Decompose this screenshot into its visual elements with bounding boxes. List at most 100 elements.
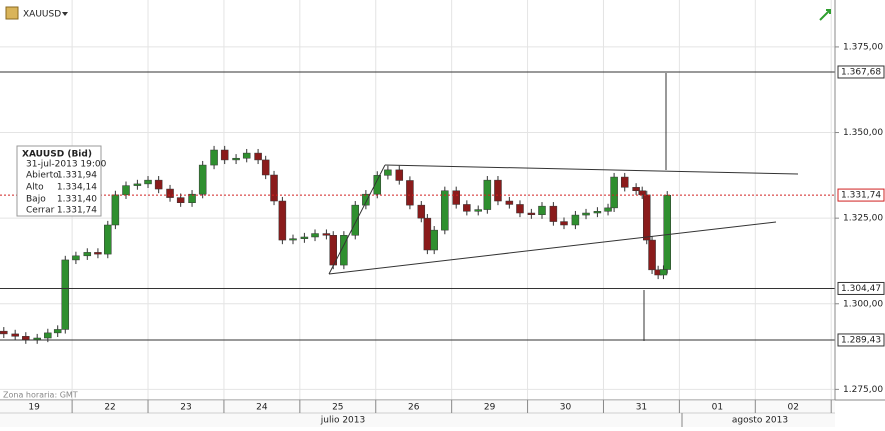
x-tick-label: 19	[28, 403, 40, 413]
info-box: XAUUSD (Bid) 31-jul-2013 19:00 Abierto 1…	[16, 145, 107, 217]
candle-body	[463, 204, 471, 212]
candle-body	[278, 200, 287, 241]
candle-body	[642, 194, 651, 241]
candle-body	[232, 157, 240, 161]
level-label: 1.367,68	[841, 67, 881, 77]
candle-body	[571, 214, 580, 226]
candle-body	[44, 332, 52, 339]
timezone: Zona horaria: GMT	[3, 391, 78, 400]
candle-body	[22, 336, 30, 340]
candle-body	[311, 233, 319, 238]
x-tick-label: 31	[636, 403, 647, 413]
marks	[0, 71, 835, 344]
candle-body	[340, 235, 348, 266]
y-tick-label: 1.325,00	[843, 214, 883, 224]
candle-body	[72, 255, 80, 261]
candle-body	[593, 211, 602, 214]
candle-body	[483, 179, 492, 210]
candle-body	[582, 212, 590, 216]
info-title: XAUUSD (Bid)	[22, 150, 92, 160]
candle-body	[61, 259, 70, 330]
x-tick-label: 26	[408, 403, 420, 413]
candle-body	[166, 188, 174, 198]
candle-body	[94, 252, 102, 255]
candle-body	[474, 209, 482, 212]
candle-body	[144, 179, 152, 185]
y-tick-label: 1.275,00	[843, 385, 883, 395]
candle-body	[122, 185, 130, 196]
info-box-frame	[16, 145, 102, 217]
candle-body	[441, 190, 449, 231]
x-tick-label: 22	[104, 403, 115, 413]
dropdown-arrow[interactable]	[62, 12, 68, 16]
candle-body	[373, 175, 382, 195]
trend-icon	[819, 9, 831, 21]
candle-body	[83, 252, 92, 257]
y-tick-label: 1.375,00	[843, 42, 883, 52]
x-tick-label: 02	[788, 403, 799, 413]
candle-body	[423, 217, 432, 251]
level-label: 1.289,43	[841, 335, 881, 345]
candle-body	[242, 152, 251, 159]
candle-body	[289, 238, 297, 241]
candle-body	[362, 193, 370, 206]
month-label: agosto 2013	[732, 416, 788, 426]
info-value: 1.331,40	[57, 195, 97, 205]
trend-line	[328, 164, 386, 275]
candle-body	[395, 169, 404, 181]
x-tick-label: 01	[712, 403, 723, 413]
candle-body	[659, 269, 668, 276]
info-value: 1.331,94	[57, 171, 97, 181]
symbol-icon[interactable]	[5, 6, 19, 20]
candle-body	[610, 176, 618, 209]
candle-body	[505, 200, 514, 205]
candle-body	[210, 149, 218, 166]
info-value: 1.331,74	[57, 206, 97, 216]
x-tick-label: 29	[484, 403, 496, 413]
candle-body	[663, 194, 671, 270]
level-label-box	[837, 333, 885, 347]
candle-body	[188, 193, 196, 203]
candle-body	[452, 190, 460, 205]
info-key: Cerrar	[26, 206, 55, 216]
y-tick-label: 1.350,00	[843, 128, 883, 138]
level-label: 1.331,74	[841, 191, 881, 201]
candle-body	[111, 194, 120, 226]
trend-line	[328, 221, 777, 275]
candle-body	[430, 229, 438, 251]
level-label-box	[837, 188, 885, 202]
candle-body	[560, 221, 568, 226]
info-time: 31-jul-2013 19:00	[26, 160, 107, 170]
candle-body	[604, 207, 612, 212]
candle-body	[133, 183, 142, 186]
candle-body	[104, 224, 112, 255]
level-label-box	[837, 281, 885, 295]
candle-body	[538, 205, 546, 215]
plot-area	[0, 0, 835, 400]
candle-body	[154, 179, 163, 190]
candle-body	[11, 333, 19, 337]
candle-body	[632, 187, 640, 192]
candle-body	[300, 236, 309, 239]
level-label-box	[837, 65, 885, 79]
candle-body	[494, 179, 502, 202]
candle-body	[176, 197, 185, 203]
candle-body	[351, 204, 360, 236]
x-tick-label: 24	[256, 403, 268, 413]
candle-body	[406, 180, 414, 206]
symbol[interactable]: XAUUSD	[23, 10, 61, 20]
candle-body	[549, 205, 558, 222]
info-value: 1.334,14	[57, 183, 97, 193]
x-tick-label: 23	[180, 403, 191, 413]
candle-body	[220, 149, 229, 161]
candle-body	[254, 152, 262, 161]
candle-body	[638, 190, 646, 196]
candle-body	[527, 212, 536, 215]
grid	[0, 0, 835, 400]
candle-body	[516, 204, 524, 214]
trend-line	[384, 164, 799, 175]
info-key: Bajo	[26, 195, 46, 205]
level-label: 1.304,47	[841, 284, 881, 294]
info-key: Alto	[26, 183, 44, 193]
